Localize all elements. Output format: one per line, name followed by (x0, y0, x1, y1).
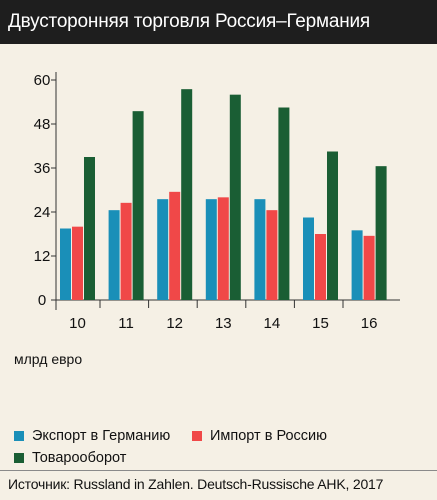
bar-export-13 (205, 199, 217, 300)
bar-export-11 (108, 210, 120, 300)
bar-export-14 (254, 199, 266, 300)
bar-turnover-11 (132, 111, 144, 301)
y-tick-label: 48 (34, 116, 51, 133)
bar-turnover-15 (327, 151, 338, 300)
bar-turnover-12 (181, 89, 193, 300)
legend-label-import: Импорт в Россию (210, 428, 328, 444)
legend: Экспорт в Германию Импорт в Россию Товар… (14, 428, 434, 472)
bar-import-11 (120, 202, 132, 300)
y-tick-label: 0 (38, 292, 46, 309)
x-tick-label: 11 (118, 315, 134, 332)
unit-label: млрд евро (14, 351, 83, 367)
legend-item-turnover: Товарооборот (14, 450, 126, 466)
bar-import-12 (169, 191, 181, 300)
y-tick-label: 24 (34, 204, 51, 221)
x-tick-label: 12 (166, 315, 183, 332)
legend-label-export: Экспорт в Германию (32, 428, 171, 444)
bar-export-15 (303, 217, 314, 300)
y-tick-label: 36 (34, 160, 51, 177)
source-note: Источник: Russland in Zahlen. Deutsch-Ru… (8, 476, 384, 492)
legend-item-import: Импорт в Россию (192, 428, 327, 444)
x-tick-label: 16 (361, 315, 378, 332)
legend-swatch-export (14, 431, 24, 441)
bar-turnover-14 (278, 107, 290, 300)
bar-export-10 (60, 228, 71, 300)
legend-swatch-import (192, 431, 202, 441)
bar-import-10 (72, 226, 83, 300)
bar-import-13 (217, 197, 229, 300)
x-tick-label: 13 (215, 315, 232, 332)
legend-swatch-turnover (14, 453, 24, 463)
x-tick-label: 10 (69, 315, 86, 332)
bar-import-14 (266, 210, 278, 300)
x-tick-label: 15 (312, 315, 329, 332)
y-tick-label: 60 (34, 72, 51, 89)
bar-import-15 (315, 234, 326, 300)
bar-export-12 (157, 199, 169, 300)
legend-label-turnover: Товарооборот (32, 450, 127, 466)
bar-turnover-13 (229, 94, 241, 300)
source-divider (0, 470, 437, 471)
bar-turnover-16 (375, 166, 387, 300)
bar-turnover-10 (84, 157, 95, 300)
bar-chart: 0 12 24 36 48 60 10 11 12 13 14 15 16 (34, 72, 400, 332)
x-tick-label: 14 (264, 315, 281, 332)
bar-import-16 (363, 235, 375, 300)
bar-export-16 (351, 230, 363, 300)
chart-title: Двусторонняя торговля Россия–Германия (0, 0, 437, 44)
y-tick-label: 12 (34, 248, 51, 265)
legend-item-export: Экспорт в Германию (14, 428, 170, 444)
